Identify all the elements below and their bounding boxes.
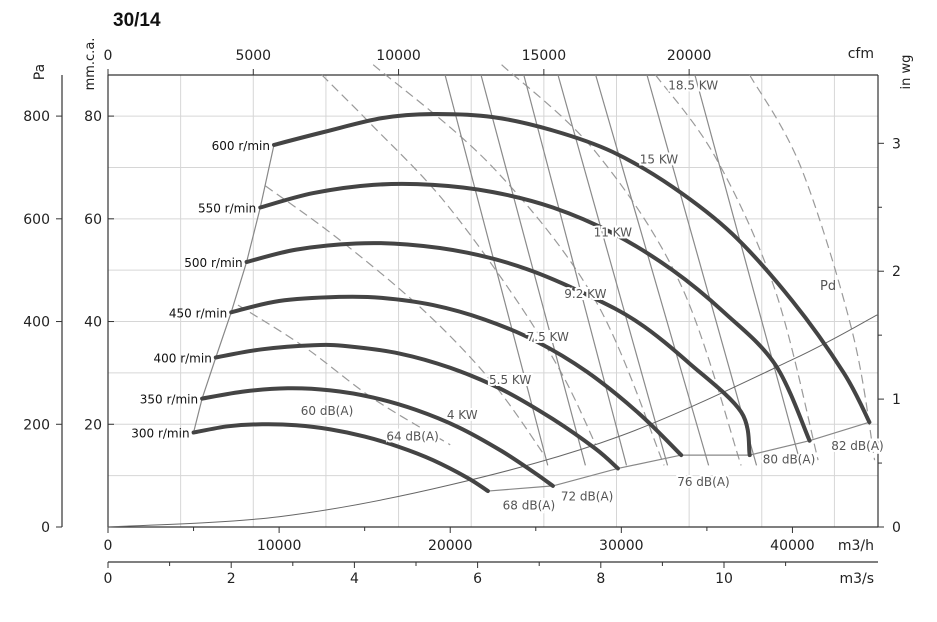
power-label: 7.5 KW bbox=[527, 330, 569, 344]
x-tick-label-m3h: 0 bbox=[104, 538, 113, 554]
noise-label: 60 dB(A) bbox=[301, 404, 354, 418]
noise-label: 80 dB(A) bbox=[763, 452, 816, 466]
noise-label: 64 dB(A) bbox=[386, 430, 439, 444]
noise-label: 68 dB(A) bbox=[503, 499, 556, 513]
chart-title: 30/14 bbox=[113, 10, 161, 31]
x-tick-label-m3s: 2 bbox=[227, 571, 236, 587]
power-label: 4 KW bbox=[447, 408, 478, 422]
x-tick-label-cfm: 5000 bbox=[235, 48, 271, 64]
speed-curve bbox=[244, 241, 752, 458]
noise-line bbox=[655, 74, 819, 461]
pd-line bbox=[107, 313, 879, 528]
y-tick-label-pa: 0 bbox=[41, 520, 50, 536]
x-axis-label-m3s: m3/s bbox=[839, 571, 874, 587]
speed-label: 400 r/min bbox=[153, 352, 211, 366]
y-axis-label-pa: Pa bbox=[32, 64, 48, 80]
x-tick-label-m3h: 30000 bbox=[599, 538, 644, 554]
speed-label: 550 r/min bbox=[198, 202, 256, 216]
x-tick-label-m3s: 0 bbox=[104, 571, 113, 587]
power-label: 18.5 KW bbox=[668, 78, 718, 92]
speed-label: 500 r/min bbox=[184, 256, 242, 270]
y-tick-label-inwg: 0 bbox=[892, 520, 901, 536]
power-label: 15 KW bbox=[640, 152, 679, 166]
x-tick-label-m3h: 40000 bbox=[770, 538, 815, 554]
power-line bbox=[523, 74, 628, 466]
y-tick-label-inwg: 1 bbox=[892, 392, 901, 408]
y-tick-label-pa: 200 bbox=[23, 417, 50, 433]
x-tick-label-m3h: 20000 bbox=[428, 538, 473, 554]
x-tick-label-m3s: 4 bbox=[350, 571, 359, 587]
x-tick-label-m3s: 10 bbox=[715, 571, 733, 587]
x-tick-label-m3h: 10000 bbox=[257, 538, 302, 554]
x-tick-label-cfm: 15000 bbox=[522, 48, 567, 64]
speed-curve bbox=[200, 386, 555, 488]
speed-label: 350 r/min bbox=[140, 393, 198, 407]
pd-label: Pd bbox=[820, 279, 836, 294]
speed-curve bbox=[272, 111, 872, 425]
x-tick-label-m3s: 8 bbox=[596, 571, 605, 587]
noise-line bbox=[372, 64, 665, 466]
y-tick-label-mmca: 80 bbox=[84, 109, 102, 125]
power-label: 5.5 KW bbox=[489, 373, 531, 387]
x-axis-label-cfm: cfm bbox=[848, 46, 874, 62]
y-axis-label-inwg: in wg bbox=[899, 55, 914, 90]
y-tick-label-inwg: 3 bbox=[892, 136, 901, 152]
noise-line bbox=[265, 185, 545, 456]
power-line bbox=[557, 74, 669, 466]
noise-label: 82 dB(A) bbox=[831, 439, 884, 453]
x-tick-label-cfm: 10000 bbox=[376, 48, 421, 64]
noise-line bbox=[501, 64, 742, 466]
y-tick-label-mmca: 40 bbox=[84, 315, 102, 331]
noise-line bbox=[237, 304, 451, 446]
x-axis-label-m3h: m3/h bbox=[838, 538, 874, 554]
y-tick-label-pa: 800 bbox=[23, 109, 50, 125]
speed-curve bbox=[258, 181, 812, 443]
y-axis-label-mmca: mm.c.a. bbox=[83, 38, 98, 91]
noise-label: 72 dB(A) bbox=[561, 489, 614, 503]
power-label: 11 KW bbox=[594, 225, 633, 239]
speed-label: 300 r/min bbox=[131, 426, 189, 440]
noise-line bbox=[321, 74, 597, 446]
y-tick-label-inwg: 2 bbox=[892, 264, 901, 280]
x-tick-label-m3s: 6 bbox=[473, 571, 482, 587]
speed-curve bbox=[229, 294, 684, 458]
y-tick-label-pa: 400 bbox=[23, 315, 50, 331]
x-tick-label-cfm: 20000 bbox=[667, 48, 712, 64]
noise-line bbox=[749, 74, 876, 461]
y-tick-label-mmca: 60 bbox=[84, 212, 102, 228]
y-tick-label-pa: 600 bbox=[23, 212, 50, 228]
speed-label: 450 r/min bbox=[169, 306, 227, 320]
power-line bbox=[646, 74, 758, 466]
power-line bbox=[595, 74, 710, 466]
y-tick-label-mmca: 20 bbox=[84, 417, 102, 433]
speed-curve bbox=[213, 342, 620, 471]
power-line bbox=[444, 74, 549, 466]
power-line bbox=[694, 74, 802, 466]
noise-label: 76 dB(A) bbox=[677, 475, 730, 489]
power-label: 9.2 KW bbox=[564, 287, 606, 301]
x-tick-label-cfm: 0 bbox=[104, 48, 113, 64]
speed-curve bbox=[191, 422, 490, 493]
speed-label: 600 r/min bbox=[212, 139, 270, 153]
